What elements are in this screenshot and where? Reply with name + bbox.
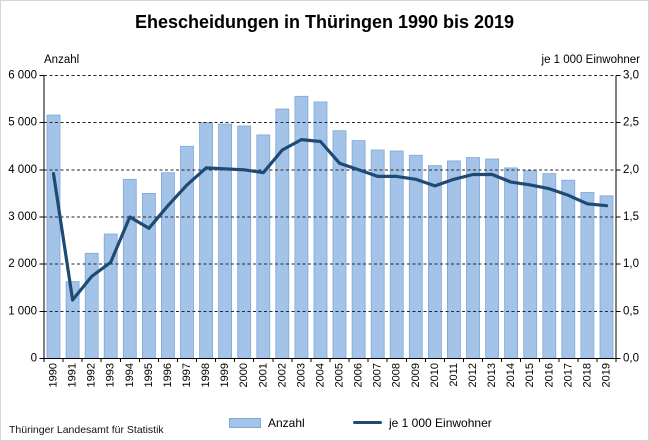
tick-labels-group: 0 1 000 2 000 3 000 4 000 5 000 6 000 0,0 0,5 1,0…	[8, 70, 639, 388]
bar-1998	[199, 122, 214, 359]
gridlines-group	[44, 75, 616, 312]
x-label-2004: 2004	[315, 363, 327, 387]
x-label-1994: 1994	[124, 363, 136, 387]
legend-item-anzahl: Anzahl	[229, 415, 305, 430]
bar-2019	[599, 195, 614, 359]
x-label-2002: 2002	[276, 363, 288, 387]
x-label-2006: 2006	[353, 363, 365, 387]
x-label-2005: 2005	[334, 363, 346, 387]
x-label-2007: 2007	[372, 363, 384, 387]
legend-rate-label: je 1 000 Einwohner	[389, 415, 492, 430]
bar-1994	[122, 178, 137, 359]
right-tick-label-6: 3,0	[623, 70, 639, 82]
x-label-1995: 1995	[143, 363, 155, 387]
x-label-2016: 2016	[543, 363, 555, 387]
x-label-2009: 2009	[410, 363, 422, 387]
x-label-2015: 2015	[524, 363, 536, 387]
bar-2010	[427, 165, 442, 359]
bar-1995	[141, 192, 156, 359]
bar-1992	[84, 252, 99, 359]
bar-2011	[446, 160, 461, 359]
x-label-2017: 2017	[562, 363, 574, 387]
bar-2014	[504, 167, 519, 359]
bar-2008	[389, 150, 404, 359]
bar-2006	[351, 140, 366, 359]
x-label-1998: 1998	[200, 363, 212, 387]
legend-bar-swatch	[229, 417, 261, 428]
legend-anzahl-label: Anzahl	[268, 415, 305, 430]
x-label-2019: 2019	[601, 363, 613, 387]
x-label-2003: 2003	[295, 363, 307, 387]
bar-2018	[580, 192, 595, 359]
legend-item-rate: je 1 000 Einwohner	[353, 415, 492, 430]
x-label-1992: 1992	[86, 363, 98, 387]
right-tick-label-1: 0,5	[623, 305, 639, 317]
x-label-2012: 2012	[467, 363, 479, 387]
rate-line	[51, 138, 609, 302]
left-tick-label-6: 6 000	[8, 70, 37, 82]
left-tick-label-1: 1 000	[8, 305, 37, 317]
x-label-2010: 2010	[429, 363, 441, 387]
left-tick-label-3: 3 000	[8, 211, 37, 223]
x-label-1996: 1996	[162, 363, 174, 387]
rate-line-group	[51, 138, 609, 302]
chart-title: Ehescheidungen in Thüringen 1990 bis 201…	[134, 12, 515, 32]
x-label-2011: 2011	[448, 363, 460, 387]
source-attribution: Thüringer Landesamt für Statistik	[9, 424, 164, 436]
bar-2000	[237, 125, 252, 359]
bar-2009	[408, 154, 423, 359]
axes-group	[39, 75, 621, 362]
x-label-1990: 1990	[48, 363, 60, 387]
right-tick-label-0: 0,0	[623, 353, 639, 365]
x-label-1993: 1993	[105, 363, 117, 387]
x-label-2018: 2018	[581, 363, 593, 387]
right-tick-label-4: 2,0	[623, 164, 639, 176]
left-tick-label-4: 4 000	[8, 164, 37, 176]
x-label-2013: 2013	[486, 363, 498, 387]
right-tick-label-5: 2,5	[623, 117, 639, 129]
left-tick-label-5: 5 000	[8, 117, 37, 129]
bar-2003	[294, 95, 309, 359]
x-label-1991: 1991	[67, 363, 79, 387]
x-label-1997: 1997	[181, 363, 193, 387]
x-label-2000: 2000	[238, 363, 250, 387]
bar-2012	[466, 157, 480, 359]
bar-2007	[370, 149, 385, 359]
bar-2016	[542, 173, 557, 359]
left-tick-label-2: 2 000	[8, 258, 37, 270]
bar-2017	[561, 179, 576, 359]
right-axis-unit-label: je 1 000 Einwohner	[541, 54, 640, 66]
legend-line-swatch	[353, 420, 382, 425]
bar-1990	[46, 114, 61, 359]
bar-1997	[180, 145, 194, 360]
x-label-2014: 2014	[505, 363, 517, 387]
right-tick-label-3: 1,5	[623, 211, 639, 223]
left-axis-unit-label: Anzahl	[44, 54, 80, 66]
x-label-2001: 2001	[257, 363, 269, 387]
bars-group	[46, 95, 614, 360]
x-label-2008: 2008	[391, 363, 403, 387]
bar-1999	[218, 123, 233, 359]
x-label-1999: 1999	[219, 363, 231, 387]
right-tick-label-2: 1,0	[623, 258, 639, 270]
bar-2013	[485, 158, 500, 359]
left-tick-label-0: 0	[31, 353, 37, 365]
